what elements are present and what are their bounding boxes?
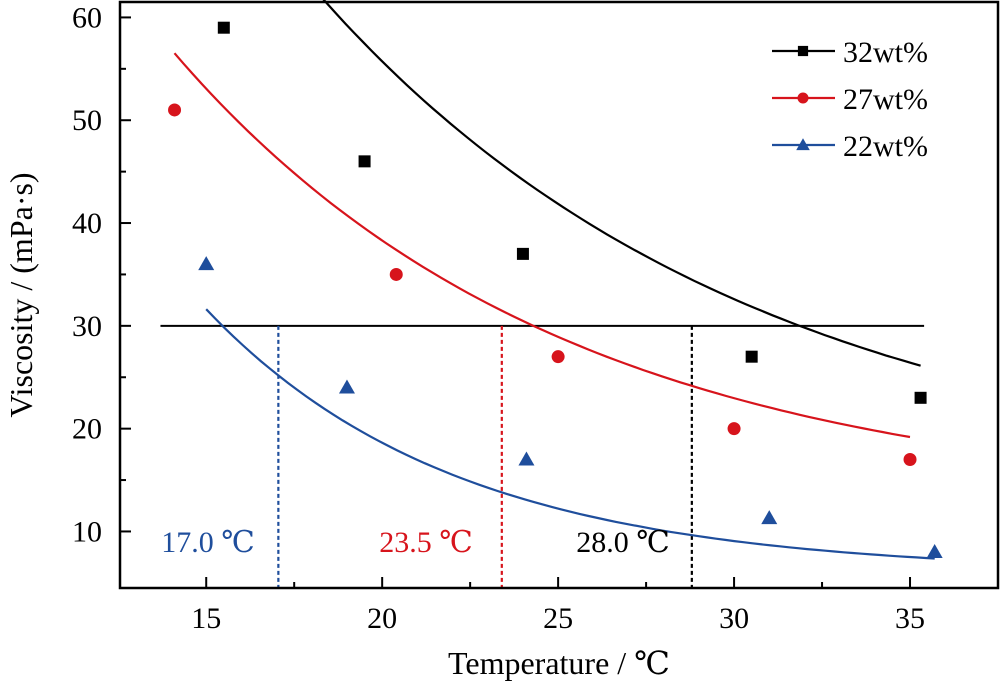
data-point-circle — [168, 103, 182, 117]
plot-area — [160, 0, 943, 588]
temperature-annotation: 28.0 ℃ — [576, 526, 670, 559]
data-point-square — [914, 391, 927, 404]
y-tick-label: 40 — [72, 207, 102, 240]
y-axis-title: Viscosity / (mPa·s) — [3, 172, 39, 417]
legend: 32wt% 27wt% 22wt% — [772, 36, 928, 163]
data-point-triangle — [198, 256, 215, 271]
data-point-triangle — [926, 544, 943, 559]
data-point-circle — [551, 350, 565, 364]
y-tick-label: 60 — [72, 1, 102, 34]
annotations: 17.0 ℃ 23.5 ℃ 28.0 ℃ — [161, 526, 670, 559]
temperature-annotation: 17.0 ℃ — [161, 526, 255, 559]
data-point-square — [797, 45, 809, 57]
y-tick-label: 30 — [72, 310, 102, 343]
data-point-square — [217, 21, 230, 34]
x-axis-title: Temperature / ℃ — [448, 645, 670, 681]
data-point-circle — [903, 452, 917, 466]
x-tick-label: 15 — [191, 602, 221, 635]
y-tick-label: 50 — [72, 104, 102, 137]
data-point-triangle — [796, 138, 810, 151]
legend-label: 32wt% — [843, 36, 928, 69]
data-point-triangle — [338, 379, 355, 394]
data-point-circle — [727, 422, 741, 436]
data-point-circle — [797, 92, 809, 104]
data-point-square — [516, 247, 529, 260]
x-tick-label: 35 — [895, 602, 925, 635]
axis-ticks — [120, 16, 912, 588]
x-tick-label: 25 — [543, 602, 573, 635]
data-point-square — [745, 350, 758, 363]
data-point-circle — [389, 267, 403, 281]
fit-curve-27wtpct — [173, 52, 911, 439]
data-point-square — [358, 155, 371, 168]
legend-label: 22wt% — [843, 130, 928, 163]
fit-curve-32wtpct — [322, 0, 921, 367]
tick-labels: 15 20 25 30 35 10 20 30 40 50 60 — [72, 1, 925, 635]
temperature-annotation: 23.5 ℃ — [379, 526, 473, 559]
data-point-triangle — [518, 451, 535, 466]
fit-curve-22wtpct — [205, 308, 935, 560]
data-point-triangle — [761, 510, 778, 525]
legend-label: 27wt% — [843, 83, 928, 116]
x-tick-label: 20 — [367, 602, 397, 635]
x-tick-label: 30 — [719, 602, 749, 635]
y-tick-label: 10 — [72, 515, 102, 548]
y-tick-label: 20 — [72, 413, 102, 446]
